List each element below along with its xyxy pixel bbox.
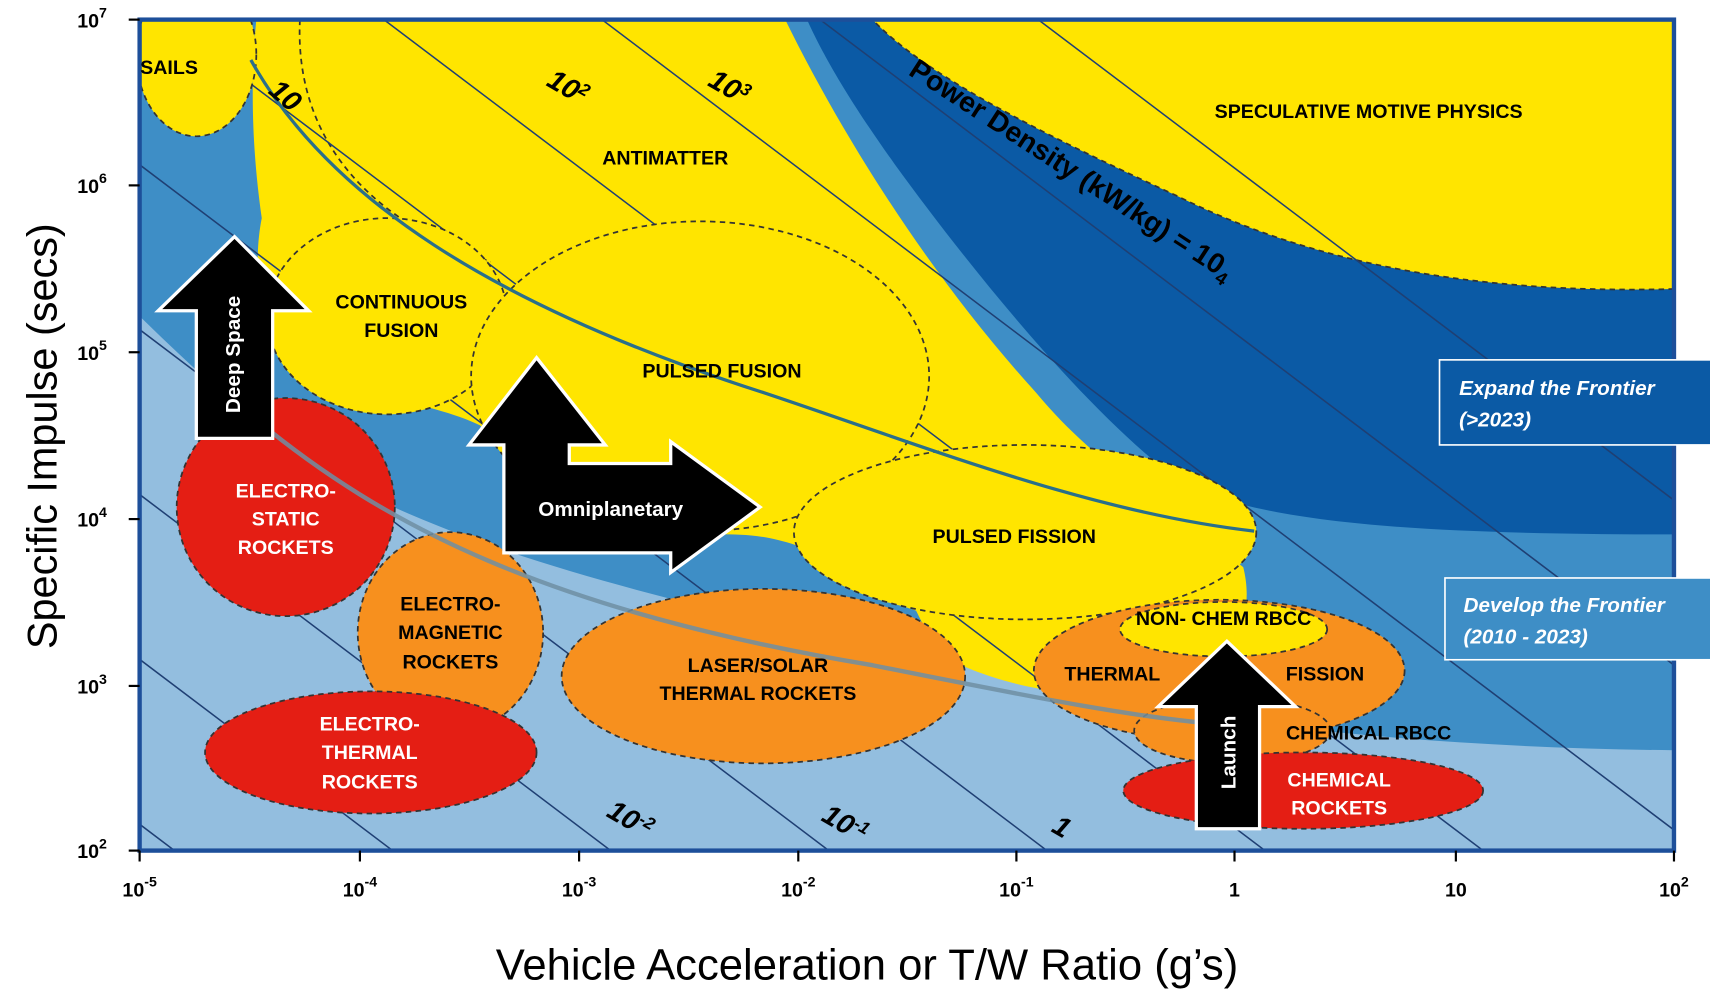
region-label: CONTINUOUS [335, 292, 467, 314]
arrow-label: Deep Space [222, 296, 245, 413]
x-tick-label: 10 [1445, 879, 1467, 901]
frontier-label: Develop the Frontier [1464, 594, 1666, 617]
region-label: ROCKETS [402, 651, 498, 673]
speculative-border [871, 19, 1674, 291]
arrow-label: Omniplanetary [538, 498, 683, 521]
x-tick-label: 10-3 [562, 875, 597, 902]
y-tick-label: 104 [77, 505, 107, 532]
x-tick-label-base: 10 [122, 879, 144, 901]
x-tick-label-exp: -4 [365, 875, 378, 891]
x-tick-label: 10-4 [343, 875, 378, 902]
pulsed-fusion-region [470, 220, 931, 532]
y-tick-label-exp: 4 [99, 505, 107, 521]
arrow-label: Launch [1218, 716, 1241, 790]
x-tick-label: 10-5 [122, 875, 157, 902]
region-label: CHEMICAL RBCC [1286, 722, 1451, 744]
curve [254, 418, 1233, 728]
arrow [1154, 638, 1300, 831]
x-tick-label-exp: -2 [803, 875, 816, 891]
frontier-label: (>2023) [1459, 408, 1531, 431]
region-label: ROCKETS [322, 771, 418, 793]
frontier-label: Expand the Frontier [1459, 377, 1655, 400]
x-tick-label: 10-1 [999, 875, 1034, 902]
power-line [601, 19, 1674, 831]
power-line [819, 19, 1674, 667]
region-label: THERMAL [322, 742, 418, 764]
x-tick-label-exp: -3 [584, 875, 597, 891]
region-label: MAGNETIC [398, 622, 503, 644]
frontier-label: (2010 - 2023) [1464, 625, 1588, 648]
y-tick-label-exp: 2 [99, 836, 107, 852]
y-tick-label: 105 [77, 338, 107, 365]
region-label: STATIC [252, 509, 320, 531]
y-tick-label-exp: 5 [99, 338, 107, 354]
x-tick-label-base: 1 [1229, 879, 1240, 901]
region-label: ELECTRO- [400, 594, 500, 616]
y-tick-label-exp: 7 [99, 5, 107, 21]
region-label: THERMAL [1064, 663, 1160, 685]
x-tick-label-base: 10 [781, 879, 803, 901]
frontier-box [1444, 577, 1710, 661]
electrostatic-region [175, 397, 396, 618]
region-label: SAILS [140, 57, 198, 79]
x-tick-label-base: 10 [1445, 879, 1467, 901]
region-label: PULSED FUSION [642, 360, 801, 382]
x-tick-label-base: 10 [999, 879, 1021, 901]
region-label: FISSION [1286, 663, 1364, 685]
region-label: FUSION [364, 320, 438, 342]
region-label: LASER/SOLAR [688, 655, 829, 677]
x-tick-label: 1 [1229, 879, 1240, 901]
y-tick-label: 106 [77, 171, 107, 198]
y-axis-title: Specific Impulse (secs) [19, 223, 66, 649]
frontier-box [1438, 359, 1710, 446]
x-tick-label: 10-2 [781, 875, 816, 902]
y-tick-label-base: 10 [77, 841, 99, 863]
arrow [465, 355, 763, 576]
speculative-region [872, 19, 1674, 290]
y-tick-label: 102 [77, 836, 107, 863]
x-tick-label-exp: -1 [1021, 875, 1034, 891]
y-tick-label: 107 [77, 5, 107, 32]
region-label: PULSED FISSION [932, 526, 1095, 548]
electrothermal-region [204, 690, 538, 815]
region-label: ELECTRO- [236, 480, 336, 502]
y-tick-label: 103 [77, 672, 107, 699]
sails-region [139, 19, 258, 138]
region-label: ROCKETS [1291, 798, 1387, 820]
x-tick-label-exp: 2 [1681, 875, 1689, 891]
curve [249, 59, 1255, 533]
x-tick-label-base: 10 [1659, 879, 1681, 901]
y-tick-label-exp: 6 [99, 171, 107, 187]
y-tick-label-base: 10 [77, 677, 99, 699]
y-tick-label-base: 10 [77, 343, 99, 365]
x-tick-label-exp: -5 [144, 875, 157, 891]
x-axis-title: Vehicle Acceleration or T/W Ratio (g’s) [496, 941, 1238, 989]
laser-solar-region [560, 588, 967, 765]
region-label: SPECULATIVE MOTIVE PHYSICS [1215, 101, 1523, 123]
region-label: NON- CHEM RBCC [1136, 608, 1311, 630]
y-tick-label-exp: 3 [99, 672, 107, 688]
pulsed-fission-region [793, 444, 1258, 621]
region-label: ROCKETS [238, 537, 334, 559]
y-tick-label-base: 10 [77, 10, 99, 32]
region-label: ELECTRO- [320, 714, 420, 736]
region-label: ANTIMATTER [602, 148, 728, 170]
power-line [139, 658, 394, 851]
arrow [154, 234, 313, 441]
region-label: THERMAL ROCKETS [660, 683, 857, 705]
y-tick-label-base: 10 [77, 176, 99, 198]
x-tick-label: 102 [1659, 875, 1689, 902]
antimatter-border [298, 19, 492, 263]
region-label: CHEMICAL [1287, 769, 1391, 791]
x-tick-label-base: 10 [562, 879, 584, 901]
x-tick-label-base: 10 [343, 879, 365, 901]
y-tick-label-base: 10 [77, 510, 99, 532]
